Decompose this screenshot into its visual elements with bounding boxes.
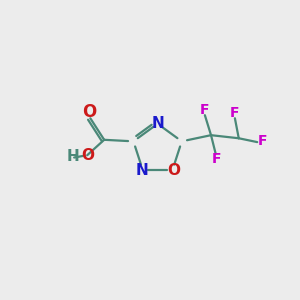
- Text: O: O: [82, 103, 97, 121]
- Text: F: F: [258, 134, 267, 148]
- Text: O: O: [82, 148, 94, 164]
- Text: F: F: [212, 152, 221, 166]
- Text: N: N: [152, 116, 165, 130]
- Text: O: O: [167, 163, 180, 178]
- Text: H: H: [67, 149, 80, 164]
- Text: N: N: [136, 163, 148, 178]
- Text: F: F: [199, 103, 209, 117]
- Text: F: F: [230, 106, 239, 120]
